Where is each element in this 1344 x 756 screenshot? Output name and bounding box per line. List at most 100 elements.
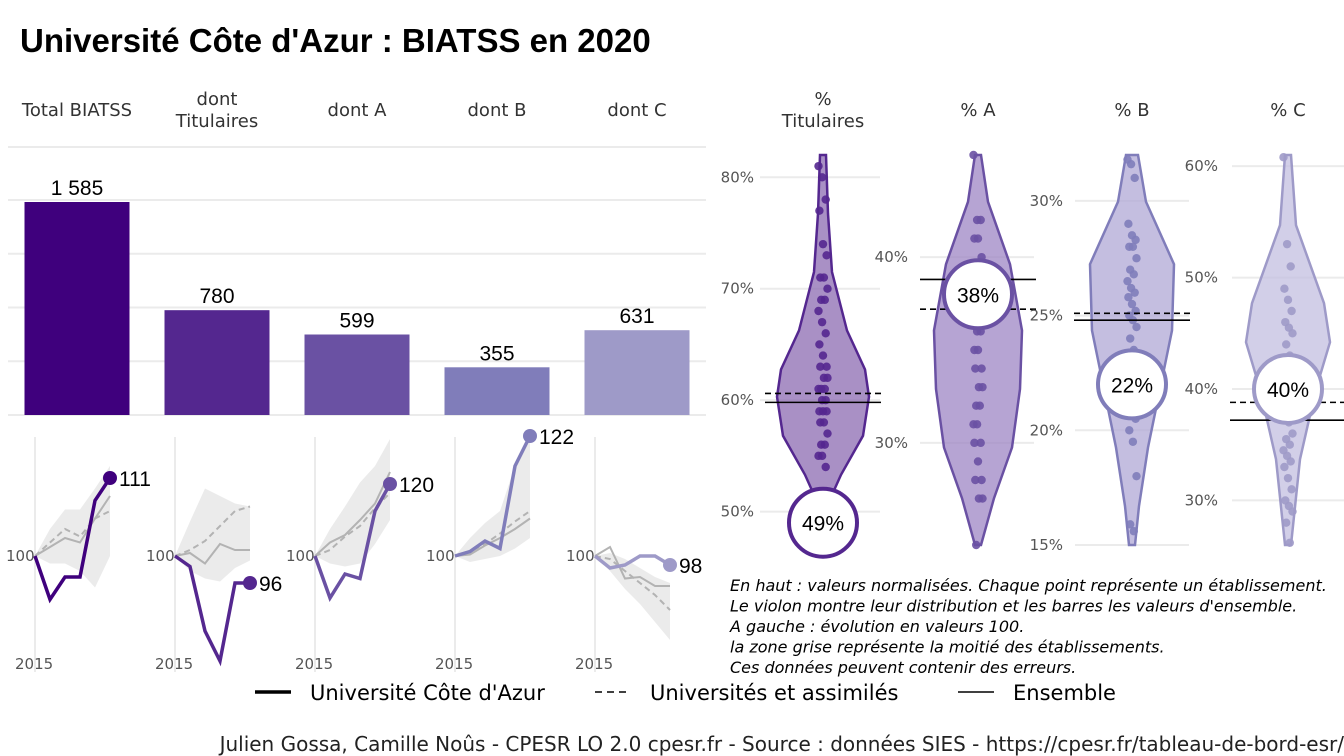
violin-point bbox=[977, 364, 986, 373]
iqr-band bbox=[595, 553, 670, 640]
violin-y-tick: 40% bbox=[875, 248, 908, 266]
ensemble-line bbox=[314, 471, 391, 557]
violin-point bbox=[978, 382, 987, 392]
legend-label: Ensemble bbox=[1013, 681, 1116, 705]
value-circle-label: 22% bbox=[1111, 374, 1153, 397]
etablissement-line bbox=[313, 483, 392, 602]
violin-point bbox=[817, 173, 827, 182]
value-circle-label: 49% bbox=[802, 513, 844, 536]
end-point bbox=[243, 576, 257, 590]
violin-y-tick: 30% bbox=[1030, 192, 1063, 210]
violin-point bbox=[820, 440, 829, 449]
violin-header: % B bbox=[1114, 100, 1149, 121]
violin-point bbox=[817, 451, 827, 461]
violin-point bbox=[816, 362, 825, 371]
violin-point bbox=[978, 494, 987, 503]
bar-category-label-line: Total BIATSS bbox=[21, 100, 132, 121]
bar-category-label: dont B bbox=[468, 100, 527, 121]
y-tick-label: 100 bbox=[6, 547, 35, 565]
iqr-band bbox=[35, 466, 110, 588]
etablissement-line bbox=[33, 477, 112, 604]
violin-y-tick: 30% bbox=[875, 434, 908, 452]
y-tick-label: 100 bbox=[426, 547, 455, 565]
bar-value-label: 780 bbox=[199, 285, 234, 308]
violin-point bbox=[814, 161, 823, 171]
end-point bbox=[383, 477, 397, 491]
violin-point bbox=[1282, 518, 1291, 527]
bar bbox=[24, 202, 130, 415]
violin-point bbox=[815, 206, 824, 215]
source-caption: Julien Gossa, Camille Noûs - CPESR LO 2.… bbox=[218, 732, 1344, 756]
y-tick-label: 100 bbox=[146, 547, 175, 565]
bar-chart: 1 585 Total BIATSS 780 dont Titulaires 599 don… bbox=[21, 89, 690, 415]
universites-line bbox=[174, 505, 251, 557]
value-circle bbox=[1096, 348, 1168, 421]
end-point bbox=[663, 558, 677, 572]
violin-point bbox=[1128, 437, 1138, 446]
violin-point bbox=[1288, 507, 1297, 516]
violin-point bbox=[818, 239, 828, 249]
y-tick-label: 100 bbox=[566, 547, 595, 565]
violin-point bbox=[1280, 462, 1289, 472]
bar-value-label: 599 bbox=[339, 310, 374, 333]
violin-point bbox=[1128, 242, 1138, 251]
end-point bbox=[523, 429, 537, 443]
end-point bbox=[103, 471, 117, 485]
violin-header-line: Titulaires bbox=[781, 111, 864, 132]
violin-point bbox=[976, 438, 985, 448]
violin-point bbox=[814, 384, 823, 394]
violin-point bbox=[821, 329, 830, 338]
violin-point bbox=[823, 284, 832, 293]
end-value-label: 98 bbox=[679, 555, 702, 578]
violin-point bbox=[1280, 284, 1289, 293]
violin-point bbox=[973, 457, 983, 466]
page-title: Université Côte d'Azur : BIATSS en 2020 bbox=[20, 22, 651, 59]
violin-point bbox=[1124, 219, 1133, 229]
violin-point bbox=[1130, 288, 1139, 297]
violin-point bbox=[817, 317, 827, 327]
violin-point bbox=[1129, 270, 1139, 279]
violin-point bbox=[1282, 239, 1292, 249]
violin-header-line: % B bbox=[1114, 100, 1149, 121]
violin-point bbox=[822, 251, 831, 260]
value-circle bbox=[1252, 353, 1324, 425]
bar-category-label-line: Titulaires bbox=[175, 111, 258, 132]
notes-block: En haut : valeurs normalisées. Chaque po… bbox=[729, 576, 1327, 677]
bar bbox=[444, 367, 550, 415]
universites-line bbox=[594, 555, 671, 611]
note-line: En haut : valeurs normalisées. Chaque po… bbox=[730, 576, 1327, 595]
violin-point bbox=[822, 407, 831, 416]
violin-point bbox=[1285, 538, 1295, 547]
violin-point bbox=[1123, 276, 1132, 286]
x-tick-label: 2015 bbox=[15, 655, 53, 673]
bar-category-label-line: dont C bbox=[607, 100, 666, 121]
bar-value-label: 355 bbox=[479, 342, 514, 365]
violin-point bbox=[1286, 457, 1295, 466]
bar bbox=[164, 310, 270, 415]
violin-point bbox=[1285, 440, 1295, 449]
violin-point bbox=[1127, 299, 1137, 309]
ensemble-line bbox=[34, 495, 111, 557]
violin-point bbox=[976, 215, 985, 225]
bar-category-label-line: dont B bbox=[468, 100, 527, 121]
violin-point bbox=[1132, 471, 1141, 481]
violin-point bbox=[1288, 429, 1297, 438]
violin-shape bbox=[1244, 153, 1332, 547]
violin-y-tick: 15% bbox=[1030, 536, 1063, 554]
violin-point bbox=[819, 273, 829, 282]
value-circle bbox=[942, 258, 1014, 331]
violin-point bbox=[815, 340, 824, 349]
violin-point bbox=[821, 462, 830, 472]
y-tick-label: 100 bbox=[286, 547, 315, 565]
end-value-label: 122 bbox=[539, 426, 574, 449]
x-tick-label: 2015 bbox=[575, 655, 613, 673]
violin-point bbox=[973, 234, 983, 243]
value-circle-label: 40% bbox=[1267, 379, 1309, 402]
violin-header-line: % C bbox=[1270, 100, 1305, 121]
bar-category-label: dont C bbox=[607, 100, 666, 121]
violin-point bbox=[1126, 520, 1135, 529]
value-circle-label: 38% bbox=[957, 284, 999, 307]
end-value-label: 120 bbox=[399, 474, 434, 497]
x-tick-label: 2015 bbox=[295, 655, 333, 673]
